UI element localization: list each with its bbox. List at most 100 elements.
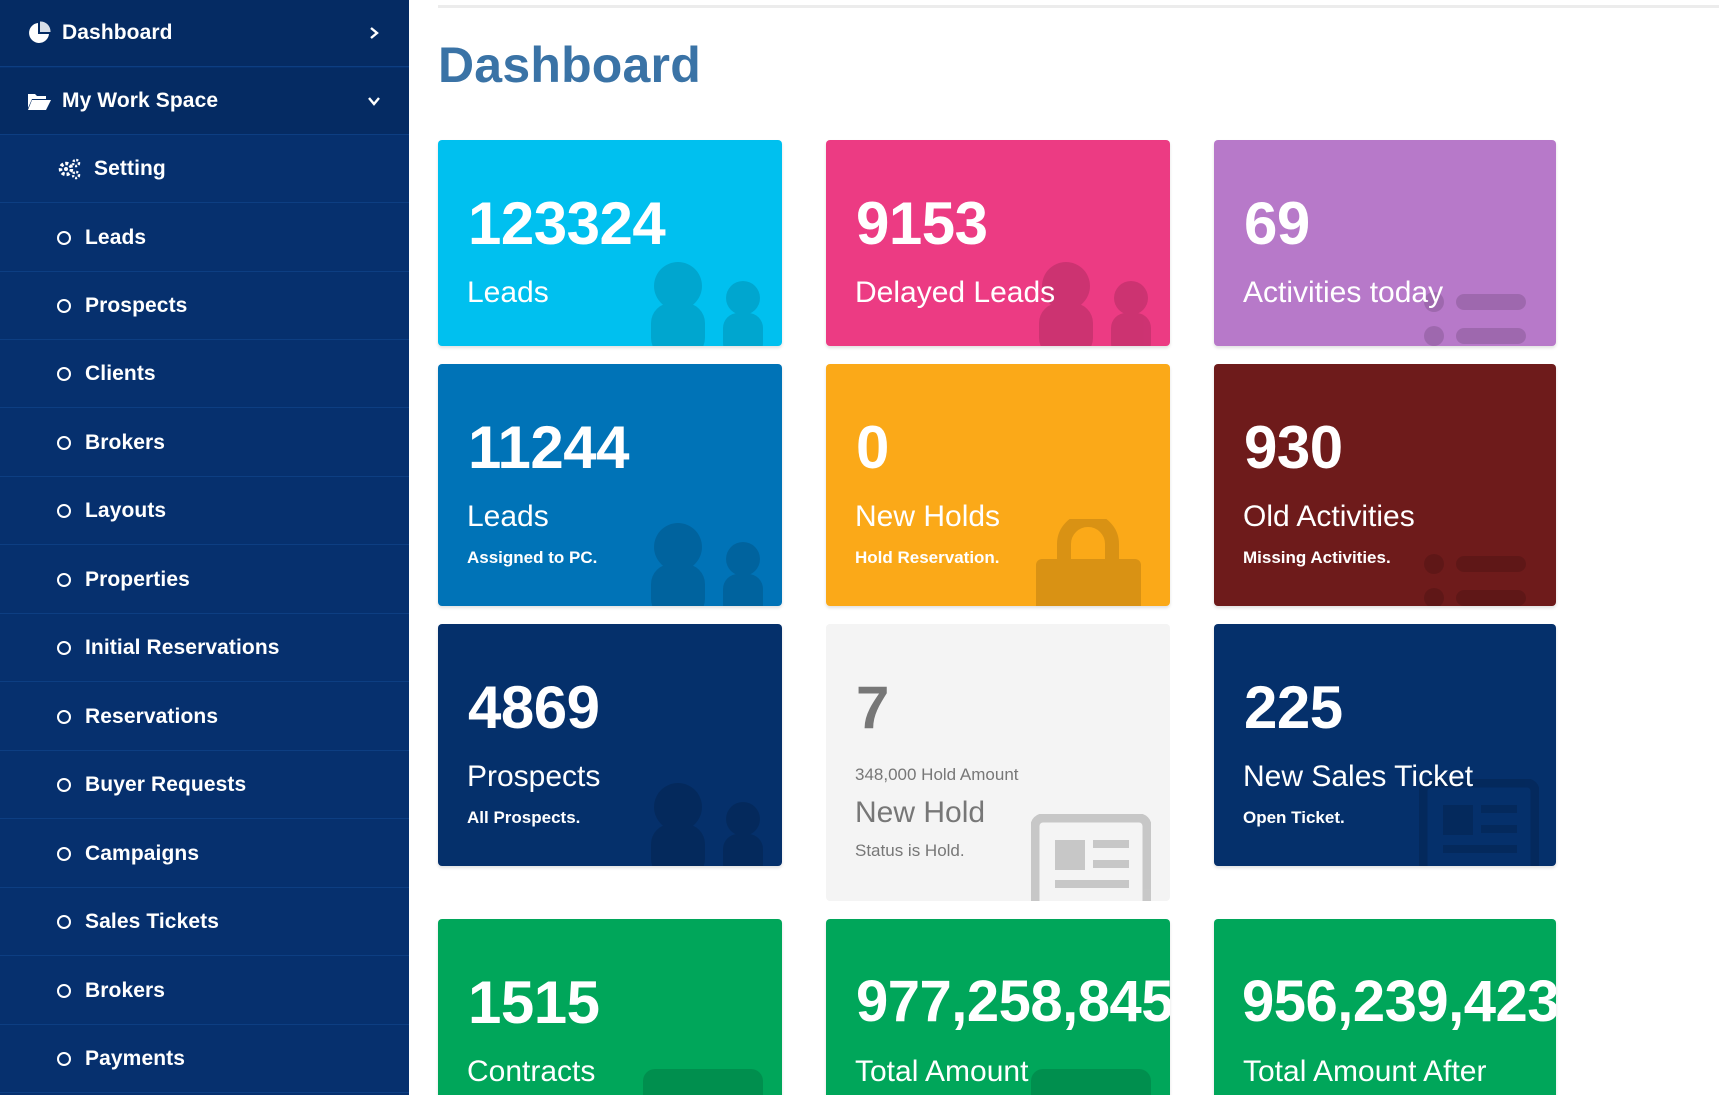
- sidebar-item-label: Campaigns: [85, 842, 200, 865]
- tile-old-activities[interactable]: 930 Old Activities Missing Activities.: [1214, 364, 1556, 606]
- tile-value: 123324: [468, 190, 666, 257]
- tile-new-hold[interactable]: 7 348,000 Hold Amount New Hold Status is…: [826, 624, 1170, 901]
- sidebar-item-label: Initial Reservations: [85, 636, 280, 659]
- sidebar-item-sales-tickets[interactable]: Sales Tickets: [0, 889, 409, 956]
- tile-subtitle: Hold Reservation.: [855, 548, 1000, 567]
- sidebar-item-buyer-requests[interactable]: Buyer Requests: [0, 752, 409, 819]
- tile-value: 4869: [468, 674, 600, 741]
- tile-title: New Hold: [855, 796, 986, 829]
- tile-value: 930: [1244, 414, 1343, 481]
- users-icon: [651, 523, 763, 606]
- sidebar-item-layouts[interactable]: Layouts: [0, 478, 409, 545]
- sidebar-item-brokers[interactable]: Brokers: [0, 410, 409, 477]
- tile-new-holds[interactable]: 0 New Holds Hold Reservation.: [826, 364, 1170, 606]
- tile-title: Prospects: [467, 760, 601, 793]
- sidebar-item-setting[interactable]: Setting: [0, 136, 409, 203]
- users-icon: [651, 783, 763, 866]
- sidebar-item-label: Setting: [94, 157, 166, 180]
- tile-delayed-leads[interactable]: 9153 Delayed Leads: [826, 140, 1170, 346]
- tile-total-amount-after[interactable]: 956,239,423 Total Amount After: [1214, 919, 1556, 1095]
- tile-new-sales-ticket[interactable]: 225 New Sales Ticket Open Ticket.: [1214, 624, 1556, 866]
- tile-title: Delayed Leads: [855, 276, 1056, 309]
- folder-open-icon: [28, 94, 51, 110]
- sidebar-item-leads[interactable]: Leads: [0, 205, 409, 272]
- circle-icon: [57, 436, 71, 450]
- tile-total-amount[interactable]: 977,258,845 Total Amount: [826, 919, 1170, 1095]
- tile-value: 69: [1244, 190, 1310, 257]
- tile-subtitle: Missing Activities.: [1243, 548, 1391, 567]
- circle-icon: [57, 984, 71, 998]
- sidebar-item-payments[interactable]: Payments: [0, 1026, 409, 1093]
- tile-title: Total Amount: [855, 1055, 1029, 1088]
- sidebar-item-label: Buyer Requests: [85, 773, 247, 796]
- circle-icon: [57, 231, 71, 245]
- circle-icon: [57, 1052, 71, 1066]
- users-icon: [1039, 262, 1151, 346]
- tile-title: Leads: [467, 276, 549, 309]
- sidebar-item-label: Clients: [85, 362, 156, 385]
- users-icon: [651, 262, 763, 346]
- circle-icon: [57, 367, 71, 381]
- sidebar-item-label: Prospects: [85, 294, 188, 317]
- circle-icon: [57, 299, 71, 313]
- header-divider: [438, 5, 1719, 8]
- tile-subtitle: Assigned to PC.: [467, 548, 598, 567]
- circle-icon: [57, 573, 71, 587]
- sidebar-item-label: Layouts: [85, 499, 167, 522]
- circle-icon: [57, 915, 71, 929]
- tile-subtitle: Open Ticket.: [1243, 808, 1345, 827]
- gears-icon: [58, 158, 81, 180]
- sidebar-item-label: Reservations: [85, 705, 219, 728]
- tile-contracts[interactable]: 1515 Contracts: [438, 919, 782, 1095]
- tile-value: 0: [856, 414, 889, 481]
- tile-title: Contracts: [467, 1055, 596, 1088]
- tile-value: 977,258,845: [856, 969, 1170, 1034]
- tile-value: 7: [856, 674, 889, 741]
- tile-leads[interactable]: 123324 Leads: [438, 140, 782, 346]
- tile-value: 956,239,423: [1242, 969, 1556, 1034]
- newspaper-icon: [1419, 779, 1539, 866]
- tile-value: 1515: [468, 969, 600, 1036]
- sidebar-item-brokers-2[interactable]: Brokers: [0, 958, 409, 1025]
- circle-icon: [57, 847, 71, 861]
- tile-prospects[interactable]: 4869 Prospects All Prospects.: [438, 624, 782, 866]
- tile-value: 11244: [468, 414, 630, 481]
- tile-title: New Holds: [855, 500, 1001, 533]
- circle-icon: [57, 504, 71, 518]
- sidebar-item-label: Leads: [85, 226, 147, 249]
- tile-title: Old Activities: [1243, 500, 1415, 533]
- sidebar-item-label: Sales Tickets: [85, 910, 220, 933]
- tile-assigned-leads[interactable]: 11244 Leads Assigned to PC.: [438, 364, 782, 606]
- tile-value: 225: [1244, 674, 1343, 741]
- sidebar-item-label: Properties: [85, 568, 190, 591]
- sidebar-item-campaigns[interactable]: Campaigns: [0, 821, 409, 888]
- circle-icon: [57, 641, 71, 655]
- tile-title: Activities today: [1243, 276, 1444, 309]
- chevron-down-icon: [368, 97, 380, 106]
- sidebar-item-my-work-space[interactable]: My Work Space: [0, 68, 409, 135]
- list-icon: [1424, 292, 1526, 346]
- tile-title: New Sales Ticket: [1243, 760, 1474, 793]
- chevron-right-icon: [370, 27, 379, 39]
- circle-icon: [57, 710, 71, 724]
- sidebar: Dashboard My Work Space Setting Leads Pr…: [0, 0, 409, 1095]
- sidebar-item-reservations[interactable]: Reservations: [0, 684, 409, 751]
- sidebar-item-initial-reservations[interactable]: Initial Reservations: [0, 615, 409, 682]
- sidebar-item-label: Payments: [85, 1047, 186, 1070]
- pie-chart-icon: [29, 21, 51, 43]
- sidebar-item-dashboard[interactable]: Dashboard: [0, 0, 409, 67]
- tile-title: Leads: [467, 500, 549, 533]
- sidebar-item-label: Brokers: [85, 431, 166, 454]
- tile-amount: 348,000 Hold Amount: [855, 765, 1019, 784]
- tile-subtitle: All Prospects.: [467, 808, 581, 827]
- page-title: Dashboard: [438, 37, 701, 93]
- circle-icon: [57, 778, 71, 792]
- sidebar-item-clients[interactable]: Clients: [0, 341, 409, 408]
- sidebar-item-label: My Work Space: [62, 89, 219, 112]
- sidebar-item-label: Brokers: [85, 979, 166, 1002]
- file-icon: [643, 1069, 763, 1095]
- tile-activities-today[interactable]: 69 Activities today: [1214, 140, 1556, 346]
- sidebar-item-properties[interactable]: Properties: [0, 547, 409, 614]
- tile-title: Total Amount After: [1243, 1055, 1487, 1088]
- sidebar-item-prospects[interactable]: Prospects: [0, 273, 409, 340]
